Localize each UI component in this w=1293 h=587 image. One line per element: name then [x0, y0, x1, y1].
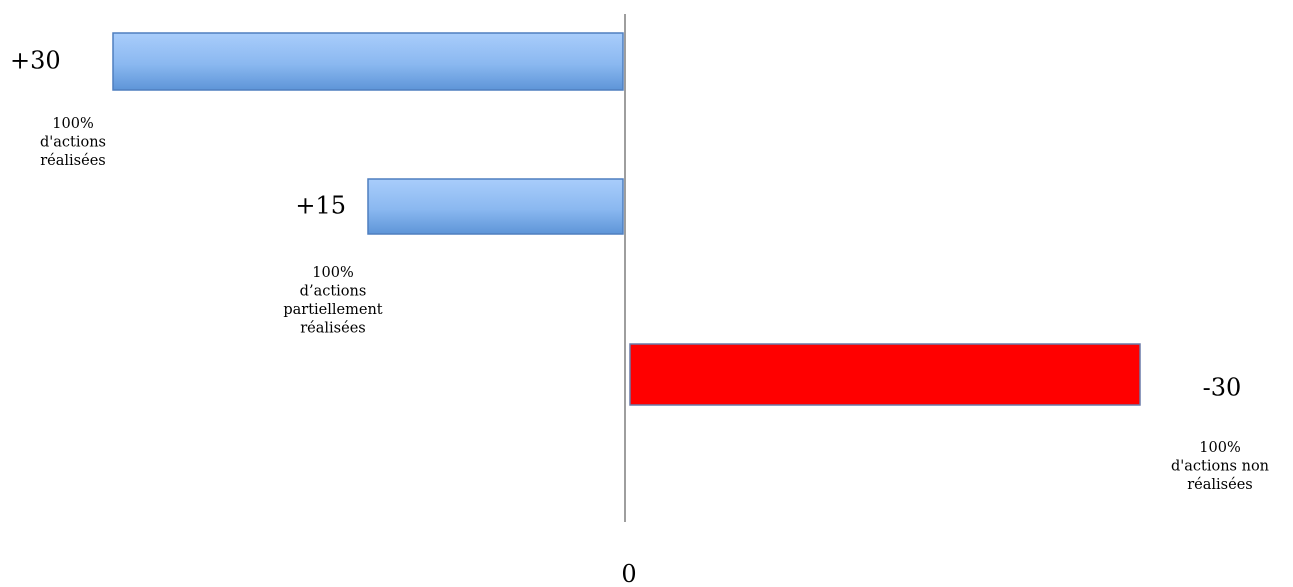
zero-tick-label: 0: [621, 560, 636, 587]
bar-2-category-label-line: réalisées: [300, 321, 365, 337]
bar-1-category-label-line: réalisées: [40, 153, 105, 169]
bar-2-category-label-line: partiellement: [283, 302, 382, 318]
bar-3: [629, 343, 1141, 406]
bar-3-category-label-line: d'actions non: [1171, 459, 1269, 475]
bar-1: [112, 32, 624, 91]
bar-3-value-label: -30: [1203, 374, 1242, 402]
bar-2-category-label-line: 100%: [312, 265, 353, 281]
bar-1-value-label: +30: [10, 47, 61, 75]
bars-layer: +30 100% d'actions réalisées +15 100% d’action…: [10, 32, 1269, 493]
bar-3-category-label-line: réalisées: [1187, 477, 1252, 493]
bar-1-category-label-line: d'actions: [40, 135, 106, 151]
bar-3-category-label-line: 100%: [1199, 440, 1240, 456]
bar-2: [367, 178, 624, 235]
bar-2-category-label-line: d’actions: [300, 284, 367, 300]
bar-1-category-label-line: 100%: [52, 116, 93, 132]
bar-2-value-label: +15: [295, 192, 346, 220]
